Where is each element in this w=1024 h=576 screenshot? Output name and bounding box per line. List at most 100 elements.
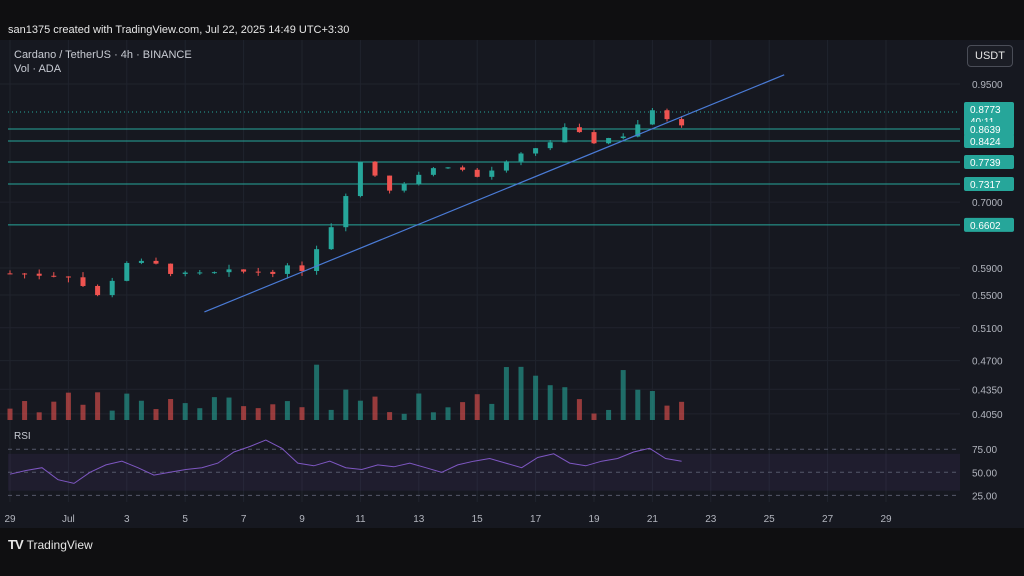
time-tick-label: 7 bbox=[241, 514, 247, 525]
trendline-group bbox=[204, 74, 785, 313]
volume-bar bbox=[576, 399, 582, 420]
candle-body bbox=[241, 269, 247, 272]
candle-body bbox=[51, 275, 57, 277]
candles bbox=[7, 107, 685, 298]
level-badge-label: 0.7317 bbox=[970, 180, 1001, 191]
level-badge bbox=[964, 217, 1014, 232]
rsi-tick-label: 50.00 bbox=[972, 468, 997, 479]
volume-bar bbox=[649, 391, 655, 420]
time-tick-label: 29 bbox=[4, 514, 16, 525]
time-axis: 29 Jul 3 5 7 9 11 13 15 17 19 21 23 25 27 29 bbox=[4, 514, 892, 525]
volume-bar bbox=[241, 406, 247, 420]
rsi-pane bbox=[8, 439, 960, 496]
volume-bars bbox=[7, 364, 685, 420]
candle-body bbox=[153, 260, 159, 264]
candle-body bbox=[270, 271, 276, 274]
symbol-line[interactable]: Cardano / TetherUS · 4h · BINANCE bbox=[14, 49, 192, 61]
candle-body bbox=[314, 249, 320, 271]
volume-bar bbox=[314, 364, 320, 420]
volume-bar bbox=[80, 404, 86, 420]
rsi-label[interactable]: RSI bbox=[14, 431, 31, 442]
volume-bar bbox=[22, 401, 28, 420]
time-tick-label: 13 bbox=[413, 514, 425, 525]
rsi-tick-label: 75.00 bbox=[972, 445, 997, 456]
candle-body bbox=[387, 175, 393, 191]
candle-body bbox=[401, 183, 407, 191]
tradingview-logo-icon: TV bbox=[8, 537, 24, 552]
volume-bar bbox=[620, 370, 626, 420]
level-badge bbox=[964, 122, 1014, 136]
volume-line[interactable]: Vol · ADA bbox=[14, 63, 62, 75]
volume-bar bbox=[591, 413, 597, 420]
candle-body bbox=[284, 265, 290, 274]
candle-body bbox=[357, 161, 363, 197]
rsi-line bbox=[9, 439, 682, 484]
time-tick-label: Jul bbox=[62, 514, 75, 525]
time-tick-label: 25 bbox=[764, 514, 776, 525]
volume-bar bbox=[51, 401, 57, 420]
candle-body bbox=[620, 136, 626, 139]
volume-bar bbox=[182, 403, 188, 420]
candle-body bbox=[7, 273, 13, 275]
volume-bar bbox=[518, 366, 524, 420]
level-badge-label: 0.7739 bbox=[970, 158, 1001, 169]
candle-body bbox=[328, 227, 334, 250]
candle-body bbox=[255, 271, 261, 273]
time-tick-label: 9 bbox=[299, 514, 305, 525]
volume-bar bbox=[65, 392, 71, 420]
candle-body bbox=[503, 161, 509, 171]
candle-body bbox=[372, 161, 378, 176]
price-tick-label: 0.7000 bbox=[972, 198, 1003, 209]
candle-body bbox=[430, 168, 436, 175]
candle-body bbox=[22, 273, 28, 275]
volume-bar bbox=[547, 385, 553, 420]
price-chart[interactable]: 0.9500 0.7000 0.5900 0.5500 0.5100 0.4700 0.43… bbox=[0, 40, 1024, 528]
volume-bar bbox=[270, 404, 276, 420]
currency-button[interactable]: USDT bbox=[967, 45, 1013, 67]
volume-bar bbox=[138, 400, 144, 420]
candle-body bbox=[547, 142, 553, 149]
candle-body bbox=[416, 174, 422, 184]
chart-caption: san1375 created with TradingView.com, Ju… bbox=[8, 24, 350, 36]
level-badge-label: 0.8424 bbox=[970, 137, 1001, 148]
candle-body bbox=[489, 170, 495, 177]
time-tick-label: 5 bbox=[182, 514, 188, 525]
volume-bar bbox=[489, 403, 495, 420]
candle-body bbox=[664, 110, 670, 120]
price-tick-label: 0.9500 bbox=[972, 80, 1003, 91]
price-tick-label: 0.4050 bbox=[972, 410, 1003, 421]
price-tick-label: 0.5500 bbox=[972, 291, 1003, 302]
candle-body bbox=[518, 153, 524, 162]
volume-bar bbox=[474, 394, 480, 420]
candle-body bbox=[109, 280, 115, 296]
volume-bar bbox=[168, 399, 174, 420]
volume-bar bbox=[606, 409, 612, 420]
time-tick-label: 11 bbox=[355, 514, 366, 525]
candle-body bbox=[197, 272, 203, 274]
volume-bar bbox=[445, 407, 451, 420]
time-tick-label: 29 bbox=[880, 514, 892, 525]
candle-body bbox=[445, 167, 451, 169]
volume-bar bbox=[562, 387, 568, 420]
candle-body bbox=[591, 132, 597, 144]
price-tick-label: 0.5900 bbox=[972, 264, 1003, 275]
grid bbox=[0, 40, 960, 502]
candle-body bbox=[606, 138, 612, 144]
candle-body bbox=[299, 265, 305, 271]
time-tick-label: 21 bbox=[647, 514, 659, 525]
time-tick-label: 15 bbox=[472, 514, 484, 525]
volume-bar bbox=[679, 401, 685, 420]
chart-frame[interactable]: 0.9500 0.7000 0.5900 0.5500 0.5100 0.4700 0.43… bbox=[0, 40, 1024, 528]
brand-name: TradingView bbox=[26, 537, 93, 552]
candle-body bbox=[80, 277, 86, 286]
tradingview-brand[interactable]: TV TradingView bbox=[8, 537, 93, 552]
volume-bar bbox=[401, 413, 407, 420]
candle-body bbox=[649, 110, 655, 125]
level-badge bbox=[964, 155, 1014, 169]
price-badge-value: 0.8773 bbox=[970, 105, 1001, 116]
candle-body bbox=[635, 124, 641, 137]
volume-bar bbox=[357, 400, 363, 420]
price-axis: 0.9500 0.7000 0.5900 0.5500 0.5100 0.4700 0.43… bbox=[964, 80, 1014, 502]
volume-bar bbox=[95, 392, 101, 420]
candle-body bbox=[36, 273, 42, 276]
